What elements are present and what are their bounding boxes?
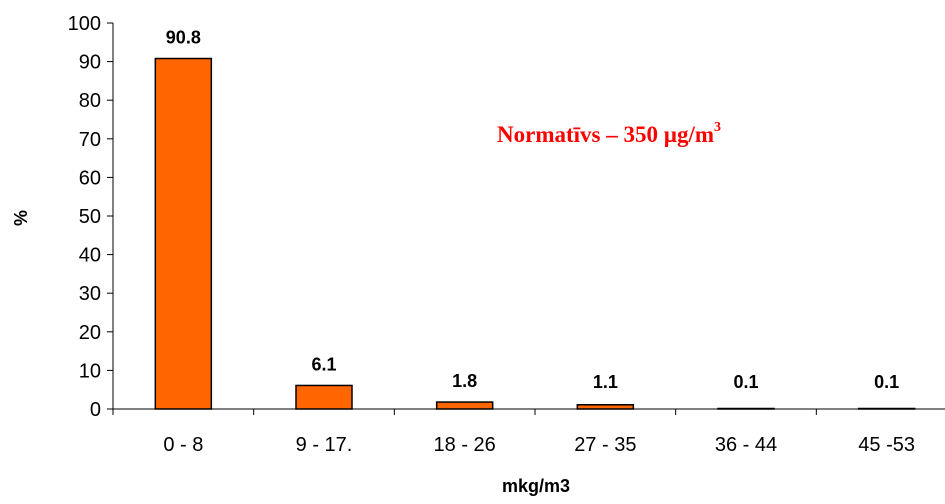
annotation-text: Normatīvs – 350 µg/m bbox=[497, 122, 714, 147]
bar bbox=[154, 57, 213, 410]
y-tick-label: 80 bbox=[79, 90, 101, 112]
y-tick-label: 30 bbox=[79, 283, 101, 305]
bar-value-label: 0.1 bbox=[733, 372, 758, 392]
y-tick-label: 60 bbox=[79, 167, 101, 189]
annotation-superscript: 3 bbox=[714, 120, 721, 135]
x-axis-title: mkg/m3 bbox=[502, 476, 570, 496]
x-tick-label: 0 - 8 bbox=[163, 434, 203, 456]
x-axis: 0 - 8 9 - 17. 18 - 26 27 - 35 36 - 44 45 -53 bbox=[112, 408, 945, 456]
bar-value-label: 1.1 bbox=[593, 372, 618, 392]
x-tick-label: 9 - 17. bbox=[296, 434, 353, 456]
y-tick-label: 50 bbox=[79, 206, 101, 228]
y-tick-label: 70 bbox=[79, 129, 101, 151]
y-tick-label: 20 bbox=[79, 322, 101, 344]
bar bbox=[857, 407, 916, 410]
bar-value-label: 1.8 bbox=[452, 371, 477, 391]
bar-value-label: 90.8 bbox=[166, 28, 201, 48]
y-axis-title: % bbox=[11, 210, 31, 226]
bar bbox=[717, 407, 775, 410]
x-tick-label: 27 - 35 bbox=[574, 434, 636, 456]
y-tick-label: 0 bbox=[90, 399, 101, 421]
x-tick-label: 36 - 44 bbox=[715, 434, 777, 456]
bar bbox=[576, 404, 635, 410]
normativ-annotation: Normatīvs – 350 µg/m3 bbox=[497, 120, 721, 147]
y-tick-label: 90 bbox=[79, 52, 101, 74]
x-tick-label: 45 -53 bbox=[858, 434, 915, 456]
x-tick-label: 18 - 26 bbox=[434, 434, 496, 456]
y-tick-label: 10 bbox=[79, 360, 101, 382]
bar-value-label: 0.1 bbox=[874, 372, 899, 392]
y-axis: 0 10 20 30 40 50 60 70 80 90 100 bbox=[68, 13, 114, 421]
y-tick-label: 100 bbox=[68, 13, 101, 35]
y-tick-label: 40 bbox=[79, 245, 101, 267]
bar bbox=[435, 401, 494, 410]
bar bbox=[295, 384, 353, 410]
data-labels: 90.8 6.1 1.8 1.1 0.1 0.1 bbox=[166, 28, 899, 392]
bars bbox=[154, 57, 916, 410]
bar-value-label: 6.1 bbox=[311, 354, 336, 374]
